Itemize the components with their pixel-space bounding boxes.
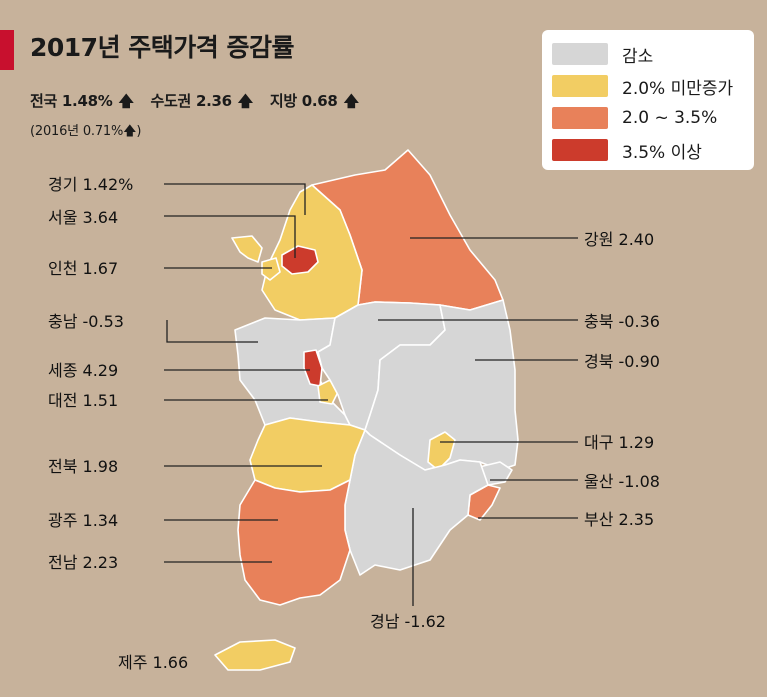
label-incheon: 인천 1.67 (48, 259, 118, 278)
summary-capital: 수도권 2.36 🡅 (151, 92, 259, 110)
label-chungbuk: 충북 -0.36 (584, 312, 660, 331)
prior-year-text: (2016년 0.71% (30, 124, 124, 139)
legend-item-over-3-5: 3.5% 이상 (552, 138, 702, 163)
legend-swatch (552, 43, 608, 65)
leader-chungnam (166, 320, 258, 343)
leader-lines (164, 183, 578, 606)
label-jeonbuk: 전북 1.98 (48, 457, 118, 476)
region-jeonnam (237, 479, 351, 606)
page-title: 2017년 주택가격 증감률 (30, 33, 295, 62)
up-arrow-icon: 🡅 (237, 92, 253, 110)
summary-local-text: 지방 0.68 (269, 92, 338, 110)
up-arrow-icon: 🡅 (118, 92, 134, 110)
summary-national: 전국 1.48% 🡅 (30, 92, 140, 110)
label-daejeon: 대전 1.51 (48, 391, 118, 410)
region-jeju (214, 639, 296, 671)
label-ulsan: 울산 -1.08 (584, 472, 660, 491)
label-seoul: 서울 3.64 (48, 208, 118, 227)
summary-line: 전국 1.48% 🡅 수도권 2.36 🡅 지방 0.68 🡅 (30, 90, 371, 116)
summary-national-text: 전국 1.48% (30, 92, 113, 110)
leader-seoul (164, 215, 296, 258)
summary-local: 지방 0.68 🡅 (270, 92, 365, 110)
leader-gyeonggi (164, 183, 306, 215)
region-incheon (231, 235, 281, 281)
legend-label: 3.5% 이상 (622, 142, 702, 163)
label-sejong: 세종 4.29 (48, 361, 118, 380)
legend-item-2-to-3-5: 2.0 ~ 3.5% (552, 106, 717, 130)
legend-label: 감소 (622, 46, 654, 67)
legend-swatch (552, 107, 608, 129)
label-chungnam: 충남 -0.53 (48, 312, 124, 331)
label-daegu: 대구 1.29 (584, 433, 654, 452)
label-gangwon: 강원 2.40 (584, 230, 654, 249)
region-seoul (281, 245, 319, 275)
legend: 감소 2.0% 미만증가 2.0 ~ 3.5% 3.5% 이상 (542, 30, 754, 170)
region-labels: 경기 1.42% 서울 3.64 인천 1.67 충남 -0.53 세종 4.2… (48, 175, 660, 672)
title-accent-bar (0, 30, 14, 70)
label-gwangju: 광주 1.34 (48, 511, 118, 530)
summary-capital-text: 수도권 2.36 (150, 92, 233, 110)
legend-item-decrease: 감소 (552, 42, 654, 67)
label-gyeongbuk: 경북 -0.90 (584, 352, 660, 371)
up-arrow-icon: 🡅 (343, 92, 359, 110)
legend-item-under-2: 2.0% 미만증가 (552, 74, 734, 99)
legend-label: 2.0 ~ 3.5% (622, 108, 718, 128)
label-gyeongnam: 경남 -1.62 (370, 612, 446, 631)
legend-swatch (552, 75, 608, 97)
up-arrow-icon: 🡅 (123, 124, 137, 139)
label-jeonnam: 전남 2.23 (48, 553, 118, 572)
legend-label: 2.0% 미만증가 (622, 78, 734, 99)
label-jeju: 제주 1.66 (118, 653, 188, 672)
legend-swatch (552, 139, 608, 161)
prior-year-note: (2016년 0.71%🡅) (30, 124, 142, 139)
label-busan: 부산 2.35 (584, 510, 654, 529)
label-gyeonggi: 경기 1.42% (48, 175, 133, 194)
